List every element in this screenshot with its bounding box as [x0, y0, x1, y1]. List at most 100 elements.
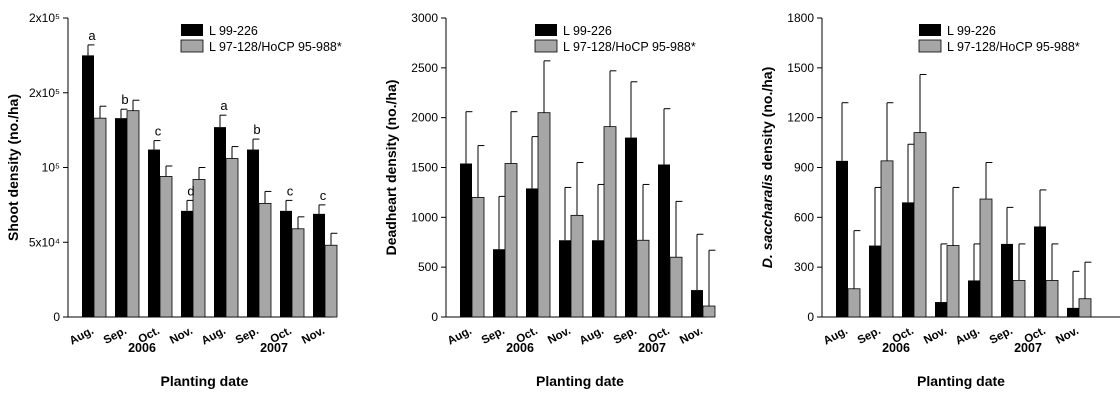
bar: [1067, 307, 1079, 317]
legend-swatch: [534, 39, 558, 53]
y-tick-label: 2000: [411, 111, 438, 125]
year-label: 2007: [1014, 341, 1042, 355]
bar: [902, 202, 914, 317]
legend-label: L 99-226: [947, 24, 996, 38]
y-tick-label: 1200: [787, 111, 814, 125]
year-label: 2007: [260, 341, 288, 355]
x-tick-label: Nov.: [168, 325, 195, 347]
bar: [82, 55, 94, 317]
significance-letter: a: [220, 98, 228, 113]
bar: [968, 280, 980, 317]
x-axis-title: Planting date: [917, 373, 1005, 389]
bar: [258, 202, 272, 318]
bar: [946, 245, 960, 318]
bar: [291, 228, 305, 318]
legend: L 99-226 L 97-128/HoCP 95-988*: [180, 24, 342, 54]
x-tick-label: Aug.: [578, 325, 606, 348]
legend: L 99-226 L 97-128/HoCP 95-988*: [918, 24, 1080, 54]
legend-swatch: [535, 24, 557, 36]
y-tick-label: 1500: [411, 161, 438, 175]
y-tick-label: 1500: [787, 61, 814, 75]
legend-swatch: [181, 24, 203, 36]
bar: [247, 149, 259, 317]
x-tick-label: Aug.: [68, 325, 96, 348]
bar: [115, 118, 127, 317]
bar: [471, 196, 485, 318]
y-axis-title: D. saccharalis density (no./ha): [759, 67, 775, 269]
bar: [836, 160, 848, 317]
x-tick-label: Aug.: [954, 325, 982, 348]
bar: [192, 179, 206, 318]
x-tick-label: Sep.: [612, 325, 639, 347]
bar: [280, 210, 292, 317]
y-axis-title: Shoot density (no./ha): [5, 94, 21, 241]
bar: [313, 213, 325, 317]
bar: [493, 249, 505, 317]
bar: [570, 214, 584, 318]
significance-letter: c: [287, 183, 294, 198]
bar: [148, 149, 160, 317]
significance-letter: c: [155, 124, 162, 139]
bar: [669, 256, 683, 318]
bar: [1012, 280, 1026, 318]
y-tick-label: 2x10⁵: [29, 86, 60, 100]
year-label: 2006: [506, 341, 534, 355]
x-tick-label: Nov.: [546, 325, 573, 347]
legend-label: L 97-128/HoCP 95-988*: [947, 40, 1080, 54]
x-tick-label: Aug.: [822, 325, 850, 348]
significance-letter: a: [88, 28, 96, 43]
y-tick-label: 2500: [411, 61, 438, 75]
y-tick-label: 300: [794, 260, 814, 274]
y-tick-label: 2x10⁵: [29, 11, 60, 25]
bar: [603, 126, 617, 318]
legend-label: L 97-128/HoCP 95-988*: [563, 40, 696, 54]
legend-swatch: [180, 39, 204, 53]
bar: [181, 210, 193, 317]
y-tick-label: 10⁵: [42, 161, 60, 175]
x-axis-title: Planting date: [161, 373, 249, 389]
bar: [869, 245, 881, 317]
bar: [225, 158, 239, 318]
x-tick-label: Nov.: [922, 325, 949, 347]
y-tick-label: 500: [418, 260, 438, 274]
bar: [1001, 243, 1013, 317]
chart-panel-1: 05x10⁴10⁵2x10⁵2x10⁵aAug.bSep.cOct.dNov.a…: [5, 11, 342, 389]
bar: [93, 117, 107, 318]
x-tick-label: Aug.: [200, 325, 228, 348]
bar: [636, 239, 650, 318]
bar: [592, 240, 604, 317]
y-tick-label: 1000: [411, 210, 438, 224]
bar: [1078, 298, 1092, 318]
y-tick-label: 0: [53, 310, 60, 324]
significance-letter: d: [187, 183, 194, 198]
y-axis-title-rest: density (no./ha): [759, 67, 775, 174]
x-tick-label: Aug.: [446, 325, 474, 348]
y-axis-title-italic: D. saccharalis: [759, 174, 775, 268]
year-label: 2006: [128, 341, 156, 355]
legend-swatch: [918, 39, 942, 53]
y-tick-label: 3000: [411, 11, 438, 25]
bar: [1034, 226, 1046, 317]
y-tick-label: 900: [794, 161, 814, 175]
x-axis-title: Planting date: [536, 373, 624, 389]
legend-label: L 97-128/HoCP 95-988*: [209, 40, 342, 54]
y-tick-label: 0: [431, 310, 438, 324]
bar: [214, 127, 226, 317]
bar: [526, 188, 538, 317]
significance-letter: c: [320, 188, 327, 203]
bar: [126, 110, 140, 318]
significance-letter: b: [121, 92, 128, 107]
x-tick-label: Sep.: [480, 325, 507, 347]
y-tick-label: 600: [794, 210, 814, 224]
bar: [913, 132, 927, 318]
bar: [559, 240, 571, 317]
legend-label: L 99-226: [209, 24, 258, 38]
y-tick-label: 5x10⁴: [29, 235, 60, 249]
y-tick-label: 0: [807, 310, 814, 324]
bar: [691, 290, 703, 317]
x-tick-label: Sep.: [102, 325, 129, 347]
bar: [658, 164, 670, 317]
